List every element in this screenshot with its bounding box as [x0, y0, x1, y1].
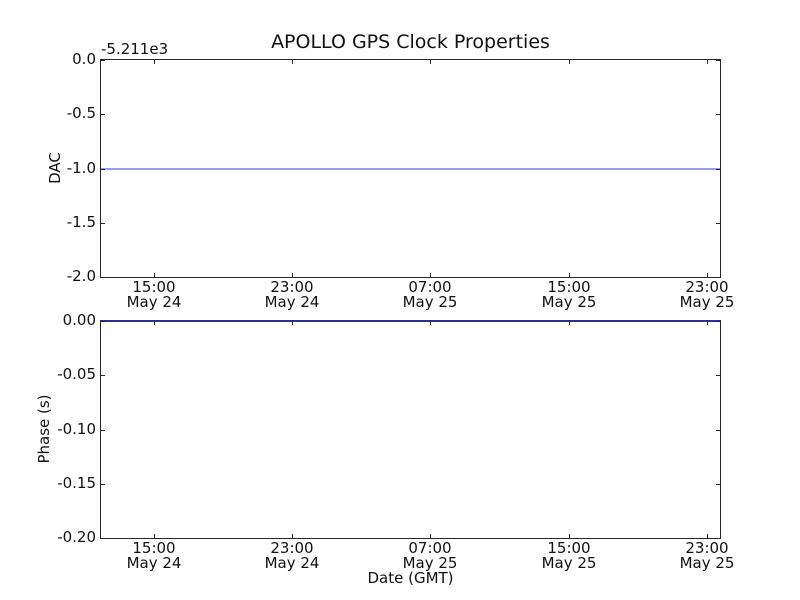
x-tick-mark: [707, 321, 708, 325]
y-tick-label: 0.0: [72, 50, 96, 68]
x-tick-mark: [292, 273, 293, 277]
x-tick-mark: [430, 273, 431, 277]
x-tick-label: 23:00 May 25: [679, 278, 735, 311]
x-tick-mark: [569, 321, 570, 325]
x-tick-mark: [292, 60, 293, 64]
x-tick-mark: [707, 534, 708, 538]
x-tick-label: 23:00 May 24: [264, 278, 320, 311]
y-tick-mark: [101, 223, 105, 224]
x-tick-label: 07:00 May 25: [402, 278, 458, 311]
y-tick-label: -0.05: [57, 365, 96, 383]
y-tick-label: -1.0: [66, 159, 96, 177]
x-tick-mark: [292, 534, 293, 538]
data-line-dac: [101, 168, 720, 170]
y-tick-label: -1.5: [66, 213, 96, 231]
y-tick-mark: [716, 60, 720, 61]
x-tick-mark: [707, 60, 708, 64]
y-tick-mark: [101, 430, 105, 431]
y-tick-label: -0.15: [57, 474, 96, 492]
x-tick-mark: [154, 273, 155, 277]
y-tick-mark: [716, 375, 720, 376]
x-axis-label-date-gmt: Date (GMT): [367, 569, 454, 587]
y-tick-mark: [101, 375, 105, 376]
data-line-phase: [101, 320, 720, 322]
y-tick-mark: [101, 277, 105, 278]
x-tick-label: 23:00 May 24: [264, 539, 320, 572]
phase-plot-area: [100, 320, 721, 539]
x-tick-mark: [569, 534, 570, 538]
x-tick-mark: [430, 321, 431, 325]
dac-plot-area: [100, 59, 721, 278]
y-tick-mark: [101, 169, 105, 170]
y-tick-mark: [716, 484, 720, 485]
y-tick-label: -0.20: [57, 528, 96, 546]
x-tick-mark: [569, 60, 570, 64]
x-tick-mark: [154, 321, 155, 325]
y-tick-mark: [101, 538, 105, 539]
x-tick-label: 15:00 May 24: [126, 278, 182, 311]
chart-title: APOLLO GPS Clock Properties: [271, 31, 550, 53]
x-tick-label: 15:00 May 25: [541, 278, 597, 311]
x-tick-mark: [292, 321, 293, 325]
y-tick-label: -2.0: [66, 267, 96, 285]
x-tick-mark: [154, 534, 155, 538]
y-tick-mark: [716, 114, 720, 115]
y-tick-mark: [716, 169, 720, 170]
y-axis-offset-text: -5.211e3: [101, 40, 169, 58]
x-tick-mark: [430, 60, 431, 64]
y-tick-mark: [101, 484, 105, 485]
y-tick-mark: [716, 321, 720, 322]
y-tick-mark: [716, 277, 720, 278]
x-tick-mark: [707, 273, 708, 277]
x-tick-label: 23:00 May 25: [679, 539, 735, 572]
y-tick-mark: [716, 430, 720, 431]
x-tick-mark: [569, 273, 570, 277]
y-tick-mark: [101, 321, 105, 322]
y-tick-mark: [101, 60, 105, 61]
y-tick-label: -0.5: [66, 104, 96, 122]
x-tick-mark: [154, 60, 155, 64]
x-tick-label: 15:00 May 24: [126, 539, 182, 572]
y-tick-mark: [101, 114, 105, 115]
y-tick-label: 0.00: [62, 311, 96, 329]
y-tick-mark: [716, 538, 720, 539]
x-tick-label: 07:00 May 25: [402, 539, 458, 572]
y-tick-mark: [716, 223, 720, 224]
y-tick-label: -0.10: [57, 420, 96, 438]
x-tick-label: 15:00 May 25: [541, 539, 597, 572]
x-tick-mark: [430, 534, 431, 538]
